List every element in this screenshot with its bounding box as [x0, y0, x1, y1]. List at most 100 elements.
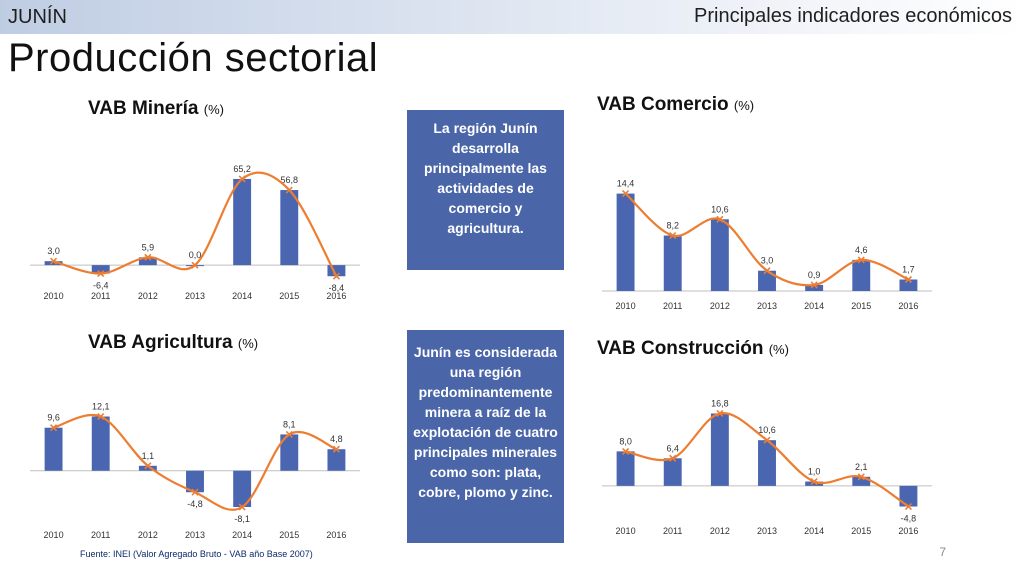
chart-title-agricultura: VAB Agricultura (%) [88, 332, 258, 354]
line-point-2011 [669, 454, 677, 462]
chart-title-text: VAB Construcción [597, 338, 764, 359]
bar-2010 [616, 451, 635, 486]
x-tick-2012: 2012 [138, 530, 158, 540]
bar-2016 [899, 279, 918, 291]
callout-mineria: Junín es considerada una región predomin… [407, 330, 564, 543]
line-point-2013 [763, 267, 771, 275]
bar-2014 [805, 284, 824, 291]
bar-2011 [91, 416, 110, 471]
bar-2011 [663, 235, 682, 291]
x-tick-2014: 2014 [804, 526, 824, 536]
chart-title-text: VAB Minería [88, 98, 199, 119]
data-label-2010: 14,4 [617, 179, 635, 189]
data-label-2011: 8,2 [666, 221, 679, 231]
x-tick-2011: 2011 [663, 526, 682, 536]
x-tick-2015: 2015 [851, 301, 871, 311]
bar-2013 [758, 270, 776, 291]
data-label-2016: 1,7 [902, 265, 915, 275]
data-label-2016: -8,4 [329, 283, 345, 293]
line-point-2012 [144, 462, 152, 470]
line-point-2011 [97, 270, 105, 278]
line-point-2010 [622, 447, 630, 455]
data-label-2013: 3,0 [761, 256, 774, 266]
x-tick-2014: 2014 [804, 301, 824, 311]
page-title: Producción sectorial [8, 36, 379, 80]
bar-2010 [44, 261, 63, 266]
line-point-2010 [50, 424, 58, 432]
line-point-2014 [238, 175, 246, 183]
x-tick-2013: 2013 [757, 526, 777, 536]
chart-unit: (%) [237, 336, 259, 351]
line-point-2015 [857, 256, 865, 264]
data-label-2015: 4,6 [855, 245, 868, 255]
bar-2015 [280, 434, 299, 471]
data-label-2011: -6,4 [93, 281, 109, 291]
data-label-2014: 1,0 [808, 467, 821, 477]
x-tick-2011: 2011 [663, 301, 682, 311]
line-point-2012 [716, 409, 724, 418]
bar-2016 [327, 449, 346, 471]
bar-2015 [852, 476, 871, 486]
bar-2014 [233, 470, 252, 508]
line-point-2010 [622, 190, 630, 198]
x-tick-2014: 2014 [232, 530, 252, 540]
data-label-2010: 3,0 [47, 246, 60, 256]
x-tick-2016: 2016 [898, 526, 918, 536]
data-label-2013: -4,8 [187, 499, 203, 509]
data-label-2011: 6,4 [666, 443, 679, 453]
line-point-2016 [904, 275, 912, 284]
line-point-2011 [669, 231, 677, 240]
data-label-2016: -4,8 [901, 514, 917, 524]
data-label-2013: 10,6 [758, 425, 776, 435]
data-label-2012: 10,6 [711, 204, 729, 214]
x-tick-2013: 2013 [185, 530, 205, 540]
line-point-2010 [50, 257, 58, 265]
x-tick-2016: 2016 [326, 530, 346, 540]
source-note: Fuente: INEI (Valor Agregado Bruto - VAB… [80, 549, 313, 559]
chart-construccion: 8,0 2010 6,4 2011 16,8 2012 10,6 2013 1,0 2014 2,1… [602, 398, 932, 536]
bar-2015 [280, 190, 299, 266]
x-tick-2010: 2010 [616, 301, 636, 311]
bar-2011 [663, 458, 682, 486]
bar-2014 [233, 178, 252, 266]
data-label-2014: 0,9 [808, 270, 821, 280]
line-point-2016 [332, 272, 340, 280]
chart-unit: (%) [768, 342, 789, 357]
x-tick-2015: 2015 [279, 291, 299, 301]
line-point-2015 [857, 473, 865, 481]
x-tick-2010: 2010 [44, 530, 64, 540]
bar-2013 [186, 470, 204, 493]
line-point-2014 [810, 477, 818, 486]
x-tick-2016: 2016 [898, 301, 918, 311]
data-label-2016: 4,8 [330, 434, 343, 444]
x-tick-2015: 2015 [851, 526, 871, 536]
chart-comercio: 14,4 2010 8,2 2011 10,6 2012 3,0 2013 0,9 2014 4,6… [602, 179, 932, 311]
chart-title-text: VAB Comercio [597, 94, 729, 115]
line-point-2012 [716, 215, 724, 223]
x-tick-2013: 2013 [757, 301, 777, 311]
x-tick-2011: 2011 [91, 291, 110, 301]
x-tick-2015: 2015 [279, 530, 299, 540]
bar-2010 [616, 193, 635, 291]
x-tick-2013: 2013 [185, 291, 205, 301]
bar-2012 [710, 413, 729, 486]
line-point-2013 [191, 488, 199, 496]
bar-2011 [91, 265, 110, 274]
bar-2014 [805, 481, 824, 486]
x-tick-2012: 2012 [710, 526, 730, 536]
bar-2013 [758, 440, 776, 486]
x-tick-2012: 2012 [710, 301, 730, 311]
bar-2012 [138, 465, 157, 471]
header-subtitle: Principales indicadores económicos [694, 5, 1012, 27]
bar-2012 [710, 219, 729, 291]
line-point-2014 [238, 503, 246, 511]
x-tick-2010: 2010 [616, 526, 636, 536]
data-label-2013: 0,0 [189, 250, 202, 260]
bar-2015 [852, 259, 871, 291]
data-label-2015: 8,1 [283, 419, 296, 429]
line-point-2016 [332, 445, 340, 453]
chart-unit: (%) [203, 102, 225, 117]
x-tick-2012: 2012 [138, 291, 158, 301]
line-point-2013 [763, 436, 771, 444]
chart-title-comercio: VAB Comercio (%) [597, 94, 754, 116]
